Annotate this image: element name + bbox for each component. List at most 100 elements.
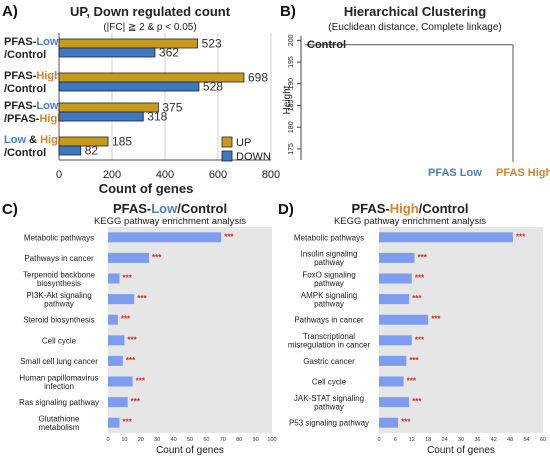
chart-a-legend-swatch xyxy=(221,150,233,162)
chart-d-bar xyxy=(379,417,399,428)
chart-c-x-tick: 50 xyxy=(187,437,193,443)
chart-c-bar xyxy=(108,232,222,243)
chart-d-x-tick: 48 xyxy=(507,437,513,443)
chart-d-significance: *** xyxy=(409,356,419,365)
chart-a-category-label-part: PFAS- xyxy=(4,100,37,112)
chart-c-significance: *** xyxy=(224,232,234,241)
chart-d-category-label: P53 signaling pathway xyxy=(289,419,369,428)
chart-a-category-label: /PFAS-High xyxy=(4,113,64,125)
chart-a-x-tick: 600 xyxy=(209,169,227,181)
chart-d-significance: *** xyxy=(412,294,422,303)
chart-a-data-label: 375 xyxy=(162,101,182,115)
chart-b-y-tick: 185 xyxy=(288,100,295,112)
chart-b-y-tick: 175 xyxy=(288,143,295,155)
chart-c-bar xyxy=(108,335,125,346)
chart-c-x-label: Count of genes xyxy=(156,445,224,456)
chart-d-significance: *** xyxy=(431,315,441,324)
chart-a-x-tick: 0 xyxy=(56,169,62,181)
chart-d-bar xyxy=(379,273,412,284)
chart-c-significance: *** xyxy=(122,418,132,427)
chart-d-category-label: Cell cycle xyxy=(312,378,347,387)
chart-d-x-tick: 60 xyxy=(540,437,546,443)
chart-a-data-label: 185 xyxy=(112,135,132,149)
chart-d-category-label: pathway xyxy=(314,258,344,267)
chart-c-significance: *** xyxy=(131,397,141,406)
chart-c-category-label: Glutathione xyxy=(39,414,80,423)
chart-a-legend-label: DOWN xyxy=(236,151,271,163)
chart-d-category-label: AMPK signaling xyxy=(301,291,357,300)
chart-a-category-label-part: PFAS- xyxy=(4,70,37,82)
chart-c-bar xyxy=(108,417,120,428)
panel-label-d: D) xyxy=(278,201,294,218)
chart-d-category-label: pathway xyxy=(314,279,344,288)
chart-a-category-label-part: High xyxy=(39,113,64,125)
chart-d-category-label: pathway xyxy=(314,402,344,411)
chart-a-category-label: /Control xyxy=(4,49,46,61)
chart-a-category-label: /Control xyxy=(4,147,46,159)
chart-c-category-label: PI3K-Akt signaling xyxy=(26,291,91,300)
chart-b-leaf-label: PFAS High xyxy=(496,167,550,179)
chart-a-data-label: 318 xyxy=(147,110,167,124)
chart-d-bar xyxy=(379,314,429,325)
chart-b-leaf-label: PFAS Low xyxy=(428,167,482,179)
chart-c-bar xyxy=(108,314,118,325)
chart-c-title: PFAS-Low/Control xyxy=(113,201,227,216)
chart-a-category-label-part: /Control xyxy=(4,147,46,159)
chart-c-x-tick: 70 xyxy=(220,437,226,443)
chart-d-category-label: Metabolic pathways xyxy=(294,233,364,242)
chart-a-category-label-part: /PFAS- xyxy=(4,113,40,125)
chart-c-category-label: pathway xyxy=(44,299,74,308)
chart-c-title-part: Low xyxy=(151,201,178,216)
chart-b-y-tick: 180 xyxy=(288,121,295,133)
chart-c-significance: *** xyxy=(126,356,136,365)
chart-d-category-label: misregulation in cancer xyxy=(288,341,371,350)
chart-c-x-tick: 20 xyxy=(138,437,144,443)
chart-d-x-label: Count of genes xyxy=(427,445,495,456)
chart-c-bar xyxy=(108,376,133,387)
chart-d-significance: *** xyxy=(418,253,428,262)
chart-d-x-tick: 54 xyxy=(524,437,530,443)
chart-d-x-tick: 36 xyxy=(474,437,480,443)
chart-b-y-tick: 200 xyxy=(288,34,295,46)
chart-b-cluster-label: Control xyxy=(307,39,346,51)
chart-d-title-part: High xyxy=(390,201,419,216)
chart-d-category-label: FoxO signaling xyxy=(302,270,355,279)
chart-d-significance: *** xyxy=(407,377,417,386)
chart-c-category-label: metabolism xyxy=(39,423,80,432)
chart-b-y-tick: 195 xyxy=(288,56,295,68)
chart-b-y-tick: 190 xyxy=(288,78,295,90)
chart-c-significance: *** xyxy=(136,377,146,386)
chart-d-title: PFAS-High/Control xyxy=(351,201,468,216)
chart-d-bar xyxy=(379,376,404,387)
chart-c-category-label: Steroid biosynthesis xyxy=(23,316,95,325)
chart-d-bar xyxy=(379,252,415,263)
chart-d-category-label: Transcriptional xyxy=(303,332,355,341)
chart-a-category-label-part: & xyxy=(26,134,40,146)
chart-a-bar-down xyxy=(58,81,200,92)
chart-a-legend-label: UP xyxy=(236,137,251,149)
chart-d-significance: *** xyxy=(516,232,526,241)
chart-d-category-label: JAK-STAT signaling xyxy=(294,394,364,403)
chart-c-significance: *** xyxy=(121,315,131,324)
chart-a-x-tick: 800 xyxy=(262,169,280,181)
chart-d-bar xyxy=(379,355,407,366)
chart-c-x-tick: 40 xyxy=(171,437,177,443)
chart-c-category-label: biosynthesis xyxy=(37,279,81,288)
chart-d-significance: *** xyxy=(401,418,411,427)
chart-c-bar xyxy=(108,397,128,408)
chart-c-significance: *** xyxy=(122,274,132,283)
chart-d-x-tick: 6 xyxy=(394,437,397,443)
chart-a-category-label: PFAS-High xyxy=(4,70,61,82)
chart-a-category-label-part: /Control xyxy=(4,49,46,61)
chart-a-bar-down xyxy=(58,47,156,58)
chart-d-bar xyxy=(379,397,410,408)
chart-c-bar xyxy=(108,273,120,284)
chart-a-legend-swatch xyxy=(221,136,233,148)
chart-c-category-label: Terpenoid backbone xyxy=(23,270,96,279)
chart-d-title-part: /Control xyxy=(419,201,469,216)
chart-c-x-tick: 0 xyxy=(106,437,109,443)
chart-a-title: UP, Down regulated count xyxy=(70,4,231,19)
chart-c-bar xyxy=(108,252,149,263)
chart-a-data-label: 698 xyxy=(248,71,268,85)
chart-b-y-label: Height xyxy=(282,85,293,114)
